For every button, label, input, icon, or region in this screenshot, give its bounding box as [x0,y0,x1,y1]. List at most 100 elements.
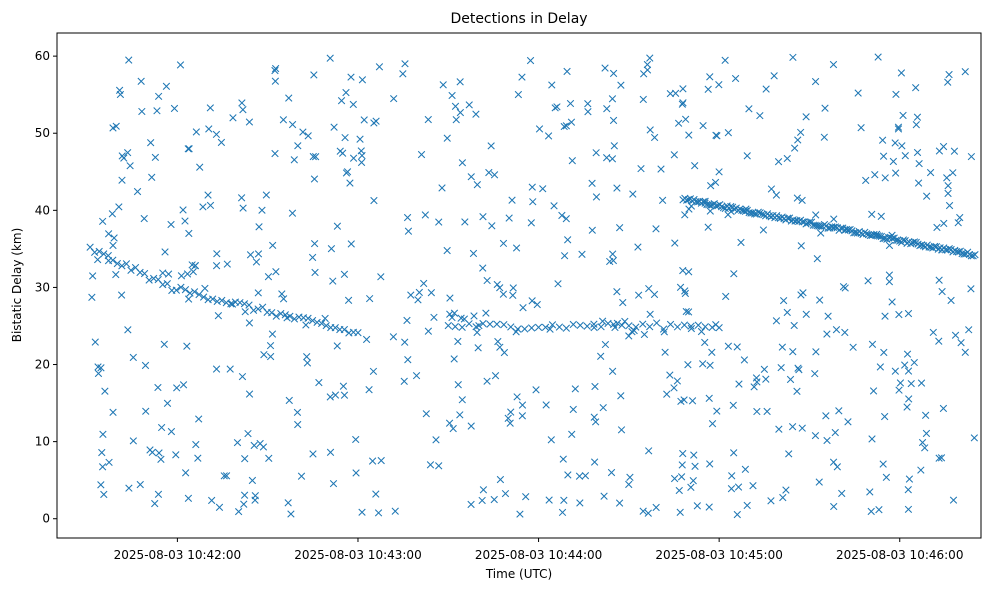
data-point [258,206,266,214]
data-point [170,104,179,113]
data-point [209,295,217,303]
data-point [619,298,627,307]
data-point [251,496,259,504]
data-point [645,447,653,455]
y-axis: 0 10 20 30 40 50 60 [35,49,57,526]
data-point [333,222,342,230]
x-axis-label: Time (UTC) [485,567,552,581]
data-point [657,165,665,173]
data-point [181,217,189,225]
data-point [149,274,158,283]
data-point [500,320,508,329]
data-point [555,323,564,331]
data-point [239,204,247,212]
data-point [753,407,761,416]
data-point [687,324,696,333]
data-point [597,323,605,331]
data-point [921,411,930,420]
data-point [652,319,661,327]
data-point [947,296,955,305]
data-point [195,290,203,299]
data-point [907,239,915,248]
data-point [733,510,741,519]
data-point [527,324,536,332]
data-point [161,248,169,256]
data-point [849,343,857,351]
data-point [195,415,203,423]
data-point [967,285,975,293]
data-point [192,440,200,449]
data-point [715,324,723,332]
data-point [944,182,952,190]
data-point [706,361,714,370]
data-point [560,122,568,131]
data-point [727,202,735,211]
data-point [774,158,783,166]
data-point [588,226,596,234]
data-point [271,66,279,75]
data-point [699,360,707,368]
data-point [722,292,730,301]
data-point [796,128,805,137]
data-point [550,202,558,210]
data-point [737,238,745,247]
data-point [485,168,493,177]
data-point [961,68,969,76]
data-point [691,161,699,170]
data-point [905,395,913,403]
data-point [99,430,107,438]
data-point [268,308,276,317]
data-point [421,211,430,219]
data-point [857,124,865,132]
data-point [704,85,712,94]
data-point [479,486,488,494]
data-point [357,158,366,167]
data-point [551,104,559,112]
data-point [173,384,181,392]
data-point [532,386,540,394]
data-point [731,74,740,83]
data-point [618,321,626,329]
data-point [329,479,338,488]
data-point [483,377,491,385]
data-point [164,270,173,278]
data-point [417,150,426,159]
data-point [681,289,690,298]
data-point [133,187,142,196]
data-point [711,178,720,187]
data-point [904,367,913,375]
data-point [172,451,180,459]
data-point [929,328,937,337]
data-point [830,215,838,223]
data-point [136,480,144,489]
data-point [337,97,346,105]
data-point [461,218,469,226]
data-point [917,379,926,387]
data-point [474,344,482,352]
data-point [676,283,685,292]
data-point [191,261,200,270]
data-point [157,423,166,432]
data-point [783,308,791,317]
data-point [892,90,900,99]
data-point [342,169,351,177]
data-point [488,222,496,230]
data-point [652,503,660,512]
data-point [439,81,447,89]
data-point [608,95,617,103]
data-point [832,326,841,334]
data-point [404,227,413,235]
data-point [159,269,167,277]
data-point [256,439,264,448]
data-point [309,152,317,161]
data-point [108,210,117,218]
data-point [456,78,464,86]
data-point [915,159,923,168]
data-point [527,219,535,227]
data-point [452,116,460,124]
y-tick-label: 10 [35,435,50,449]
data-point [603,104,611,113]
data-point [184,494,193,502]
data-point [509,284,517,292]
data-point [294,420,302,429]
